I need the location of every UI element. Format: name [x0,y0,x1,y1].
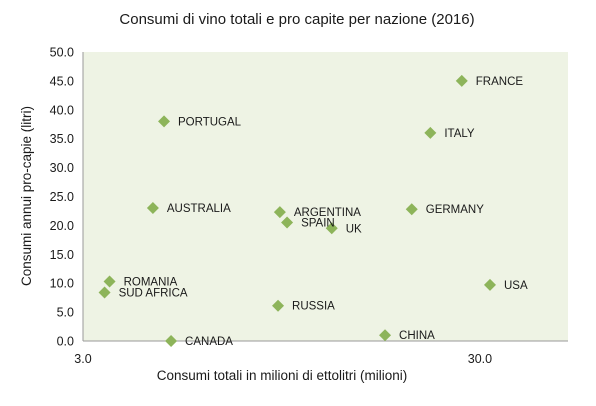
data-point-argentina [273,206,286,219]
plot-area [83,52,568,341]
data-point-germany [405,203,418,216]
data-point-italy [424,126,437,139]
data-point-russia [272,299,285,312]
y-tick-label: 0.0 [57,335,74,349]
y-tick-label: 40.0 [50,103,74,117]
data-point-usa [483,278,496,291]
data-points [98,74,496,347]
y-tick-label: 50.0 [50,46,74,60]
data-label: FRANCE [476,76,524,88]
data-point-labels: FRANCE PORTUGAL ITALY AUSTRALIA ARGENTINA GER… [119,76,528,348]
data-label: UK [346,223,362,235]
y-tick-label: 30.0 [50,161,74,175]
data-point-romania [103,275,116,288]
data-point-canada [165,335,178,347]
data-point-spain [281,216,294,229]
y-tick-label: 45.0 [50,74,74,88]
data-label: GERMANY [426,204,484,216]
y-tick-label: 25.0 [50,190,74,204]
data-point-portugal [158,115,171,128]
data-point-china [379,329,392,342]
data-label: USA [504,280,528,292]
data-label: ROMANIA [124,276,178,288]
x-tick-label: 30.0 [468,352,492,366]
data-label: AUSTRALIA [167,203,231,215]
y-tick-label: 35.0 [50,132,74,146]
data-label: SPAIN [301,218,335,230]
x-tick-label: 3.0 [74,352,91,366]
data-label: CHINA [399,330,435,342]
data-point-sud-africa [98,286,111,299]
y-tick-label: 15.0 [50,248,74,262]
x-axis-label: Consumi totali in milioni di ettolitri (… [157,368,408,383]
y-tick-label: 20.0 [50,219,74,233]
data-label: ARGENTINA [294,207,361,219]
y-tick-labels: 0.0 5.0 10.0 15.0 20.0 25.0 30.0 35.0 40.0 45.0 50… [50,46,74,349]
data-point-australia [146,202,159,215]
data-label: SUD AFRICA [119,287,188,299]
data-label: CANADA [185,336,233,348]
data-label: RUSSIA [292,301,335,313]
y-axis-label: Consumi annui pro-capie (litri) [19,106,34,286]
data-point-uk [325,222,338,235]
data-point-france [455,74,468,87]
chart-title: Consumi di vino totali e pro capite per … [119,11,474,28]
y-tick-label: 10.0 [50,277,74,291]
y-tick-label: 5.0 [57,306,74,320]
data-label: PORTUGAL [178,116,242,128]
x-tick-labels: 3.0 30.0 [74,352,492,366]
data-label: ITALY [444,128,475,140]
